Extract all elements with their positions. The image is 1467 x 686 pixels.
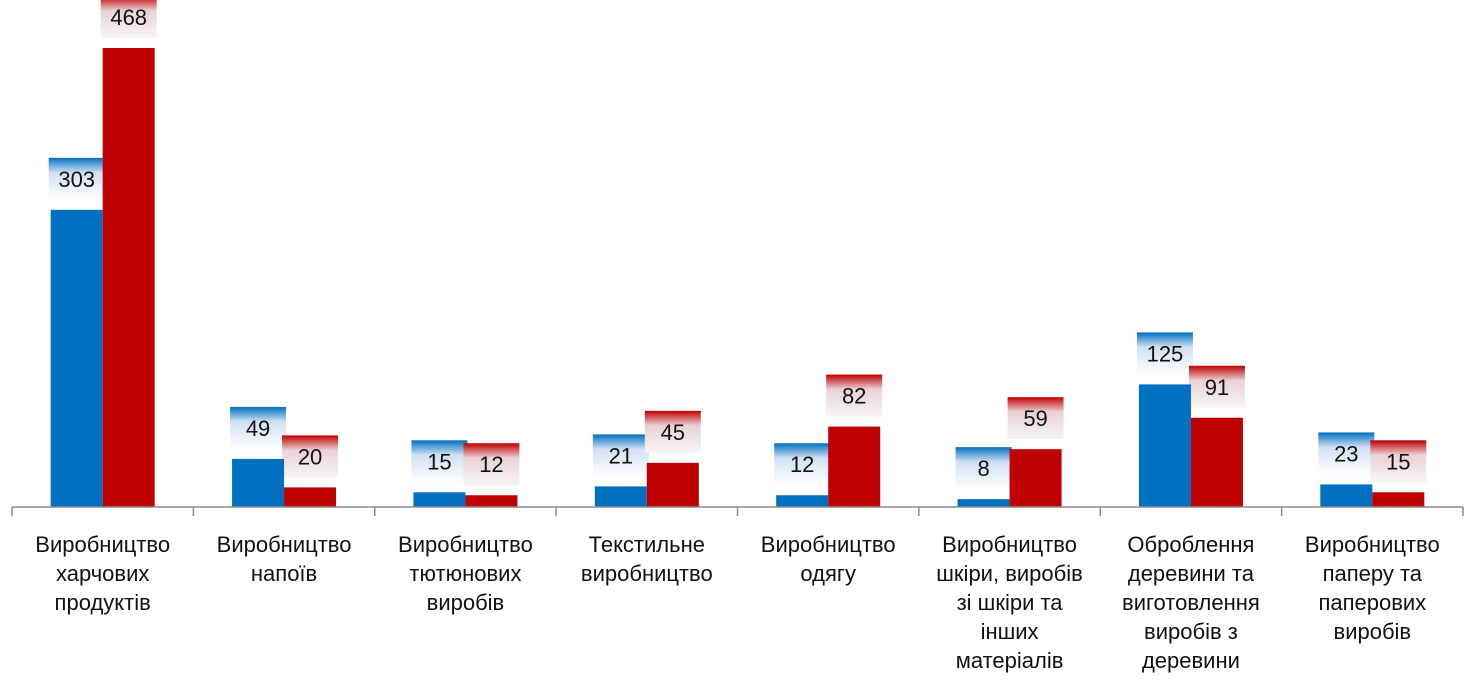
category-label-6: Виробництво шкіри, виробів зі шкіри та інши… bbox=[936, 532, 1083, 673]
data-label-series-2-cat-8: 15 bbox=[1386, 449, 1410, 474]
data-label-series-1-cat-4: 21 bbox=[609, 443, 633, 468]
bar-series-2-cat-2 bbox=[284, 487, 337, 507]
bar-series-1-cat-8 bbox=[1320, 484, 1373, 507]
data-label-series-2-cat-2: 20 bbox=[298, 444, 322, 469]
data-label-series-1-cat-6: 8 bbox=[977, 456, 989, 481]
data-label-bg bbox=[463, 443, 520, 486]
bar-series-2-cat-1 bbox=[102, 48, 155, 507]
data-label-bg bbox=[1370, 440, 1427, 483]
bar-series-1-cat-1 bbox=[50, 209, 103, 508]
bar-series-2-cat-5 bbox=[828, 426, 881, 507]
data-label-bg bbox=[48, 157, 105, 200]
data-label-series-1-cat-2: 49 bbox=[246, 416, 270, 441]
data-label-bg bbox=[774, 443, 831, 486]
bar-series-1-cat-7 bbox=[1138, 384, 1191, 507]
data-label-series-1-cat-1: 303 bbox=[58, 167, 95, 192]
category-label-4: Текстильне виробництво bbox=[581, 532, 713, 586]
data-label-series-2-cat-7: 91 bbox=[1205, 375, 1229, 400]
data-label-series-2-cat-6: 59 bbox=[1023, 406, 1047, 431]
category-label-7: Оброблення деревини та виготовлення виробів… bbox=[1122, 532, 1260, 673]
bar-series-2-cat-3 bbox=[465, 495, 518, 507]
data-label-bg bbox=[1318, 432, 1375, 475]
bar-series-2-cat-7 bbox=[1190, 417, 1243, 507]
data-label-bg bbox=[592, 434, 649, 477]
data-label-bg bbox=[644, 410, 701, 453]
data-label-series-1-cat-8: 23 bbox=[1334, 441, 1358, 466]
data-label-series-1-cat-3: 15 bbox=[427, 449, 451, 474]
bar-series-1-cat-6 bbox=[957, 499, 1010, 507]
data-label-series-2-cat-5: 82 bbox=[842, 384, 866, 409]
data-label-bg bbox=[1136, 332, 1193, 375]
data-label-bg bbox=[282, 435, 339, 478]
category-label-5: Виробництво одягу bbox=[761, 532, 896, 586]
data-label-series-2-cat-3: 12 bbox=[479, 452, 503, 477]
category-label-3: Виробництво тютюнових виробів bbox=[398, 532, 533, 615]
category-label-1: Виробництво харчових продуктів bbox=[35, 532, 170, 615]
bar-series-2-cat-8 bbox=[1372, 492, 1425, 507]
category-label-2: Виробництво напоїв bbox=[217, 532, 352, 586]
data-label-series-1-cat-5: 12 bbox=[790, 452, 814, 477]
bar-series-2-cat-4 bbox=[646, 462, 699, 507]
data-label-bg bbox=[826, 374, 883, 417]
data-label-series-1-cat-7: 125 bbox=[1147, 341, 1184, 366]
bar-series-1-cat-3 bbox=[413, 492, 466, 507]
data-label-bg bbox=[1188, 365, 1245, 408]
bar-series-1-cat-2 bbox=[232, 458, 285, 507]
bar-series-2-cat-6 bbox=[1009, 449, 1062, 507]
data-label-bg bbox=[1007, 397, 1064, 440]
data-label-bg bbox=[411, 440, 468, 483]
data-label-bg bbox=[100, 0, 157, 38]
category-label-8: Виробництво паперу та паперових виробів bbox=[1305, 532, 1440, 644]
data-label-bg bbox=[230, 406, 287, 449]
data-label-series-2-cat-4: 45 bbox=[661, 420, 685, 445]
bar-series-1-cat-4 bbox=[594, 486, 647, 507]
data-label-series-2-cat-1: 468 bbox=[110, 5, 147, 30]
data-label-bg bbox=[955, 447, 1012, 490]
bar-series-1-cat-5 bbox=[776, 495, 829, 507]
